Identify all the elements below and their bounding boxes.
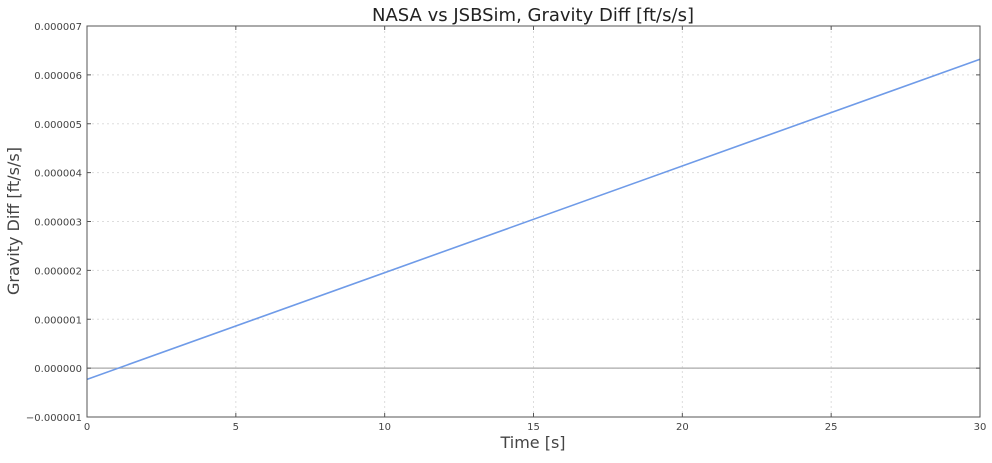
x-axis-label: Time [s] (499, 433, 565, 452)
grid (87, 26, 980, 417)
y-tick-label: 0.000005 (34, 120, 82, 131)
y-tick-label: 0.000002 (34, 266, 82, 277)
x-tick-label: 15 (527, 422, 540, 433)
y-axis-label: Gravity Diff [ft/s/s] (4, 147, 23, 295)
y-tick-label: 0.000004 (34, 169, 82, 180)
series-layer (86, 58, 981, 381)
x-tick-label: 30 (974, 422, 987, 433)
x-tick-label: 0 (84, 422, 90, 433)
y-tick-label: −0.000001 (26, 413, 82, 424)
y-tick-label: 0.000000 (34, 364, 82, 375)
ticks: 0 5 10 15 20 25 30 −0.000001 0.000000 0.000001 0.0… (26, 22, 986, 433)
x-tick-label: 5 (233, 422, 239, 433)
y-tick-label: 0.000007 (34, 22, 82, 33)
y-tick-label: 0.000003 (34, 218, 82, 229)
y-tick-label: 0.000006 (34, 71, 82, 82)
x-tick-label: 20 (676, 422, 689, 433)
series-line (86, 58, 981, 381)
x-tick-label: 25 (825, 422, 838, 433)
x-tick-label: 10 (378, 422, 391, 433)
y-tick-label: 0.000001 (34, 315, 82, 326)
chart-title: NASA vs JSBSim, Gravity Diff [ft/s/s] (372, 5, 694, 26)
